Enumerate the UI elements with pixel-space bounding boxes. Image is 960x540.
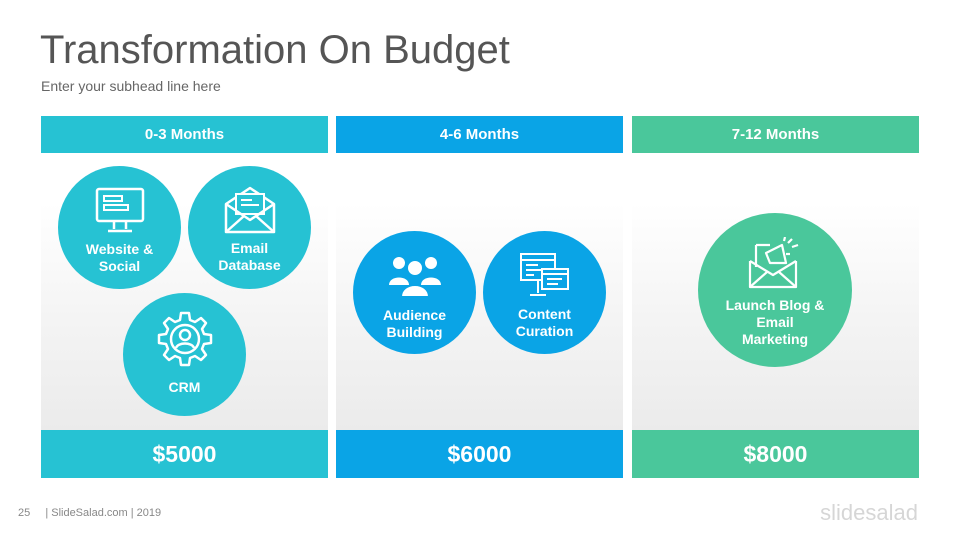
column-body: Website & Social Email Database xyxy=(41,153,328,430)
circle-label: Content xyxy=(518,306,571,322)
timeline-column-1: 0-3 Months Website & Social xyxy=(41,116,328,478)
brand-logo: slidesalad xyxy=(820,500,918,525)
column-body: Launch Blog & Email Marketing xyxy=(632,153,919,430)
envelope-icon xyxy=(224,186,275,234)
circle-label: CRM xyxy=(168,379,201,395)
budget-amount: $5000 xyxy=(41,430,328,478)
budget-amount: $6000 xyxy=(336,430,623,478)
megaphone-envelope-icon xyxy=(748,237,799,289)
circle-label: Social xyxy=(98,258,141,274)
page-number: 25 xyxy=(18,507,31,519)
monitor-icon xyxy=(95,187,144,233)
circle-label: Email xyxy=(230,240,269,256)
footer-credit: | SlideSalad.com | 2019 xyxy=(45,507,162,519)
circle-website-social: Website & Social xyxy=(58,166,181,289)
circle-audience-building: Audience Building xyxy=(353,231,476,354)
circle-crm: CRM xyxy=(123,293,246,416)
budget-amount: $8000 xyxy=(632,430,919,478)
slide-footer: 25 | SlideSalad.com | 2019 xyxy=(18,507,161,519)
timeline-column-2: 4-6 Months Audience Building xyxy=(336,116,623,478)
slide-title: Transformation On Budget xyxy=(40,28,510,72)
slide-subtitle: Enter your subhead line here xyxy=(41,78,221,94)
circle-email-database: Email Database xyxy=(188,166,311,289)
circle-label: Email xyxy=(756,314,794,330)
circle-label: Marketing xyxy=(741,331,809,347)
gear-user-icon xyxy=(157,311,212,367)
column-header: 7-12 Months xyxy=(632,116,919,153)
circle-content-curation: Content Curation xyxy=(483,231,606,354)
timeline-column-3: 7-12 Months Launch Blog & Email xyxy=(632,116,919,478)
column-header: 0-3 Months xyxy=(41,116,328,153)
circle-label: Audience xyxy=(382,307,446,323)
circle-label: Database xyxy=(218,257,281,273)
screens-icon xyxy=(519,253,569,296)
circle-launch-blog: Launch Blog & Email Marketing xyxy=(698,213,852,367)
circle-label: Launch Blog & xyxy=(725,297,825,313)
column-header: 4-6 Months xyxy=(336,116,623,153)
circle-label: Website & xyxy=(85,241,154,257)
circle-label: Building xyxy=(386,324,443,340)
people-group-icon xyxy=(388,257,441,298)
column-body: Audience Building Conten xyxy=(336,153,623,430)
circle-label: Curation xyxy=(515,323,574,339)
